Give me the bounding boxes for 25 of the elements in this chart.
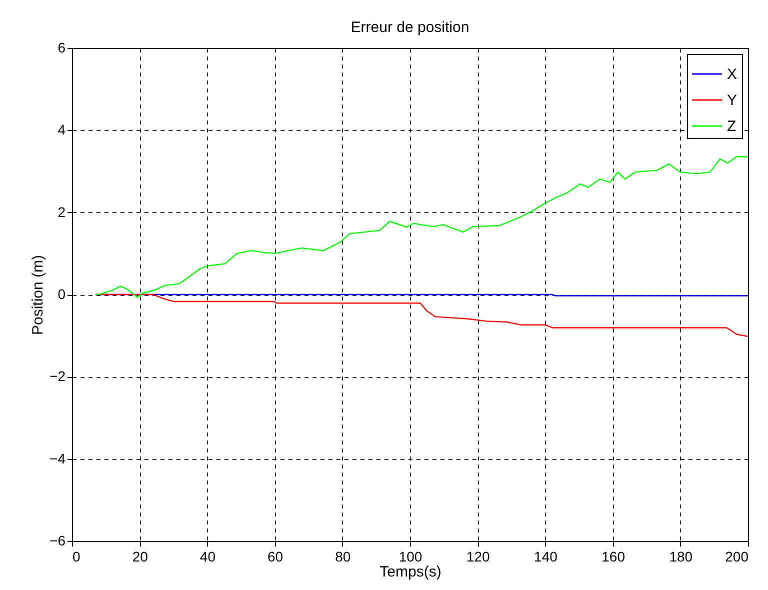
x-tick-label: 180 [669, 548, 693, 564]
y-tick-label: −2 [50, 368, 66, 384]
x-tick-label: 60 [268, 548, 284, 564]
y-tick-label: 0 [58, 286, 66, 302]
y-tick-label: −6 [50, 532, 66, 548]
legend-label: Z [727, 118, 736, 135]
x-tick-label: 140 [534, 548, 558, 564]
legend-label: Y [727, 92, 738, 109]
x-tick-label: 120 [466, 548, 490, 564]
x-axis-title: Temps(s) [380, 564, 442, 580]
x-tick-label: 0 [72, 548, 80, 564]
y-tick-label: 6 [58, 40, 66, 56]
x-tick-label: 20 [132, 548, 148, 564]
x-tick-label: 160 [602, 548, 626, 564]
x-tick-label: 80 [335, 548, 351, 564]
x-tick-label: 40 [200, 548, 216, 564]
line-series [95, 156, 748, 298]
y-tick-label: 2 [58, 204, 66, 220]
x-tick-label: 200 [725, 548, 749, 564]
x-tick-label: 100 [398, 548, 422, 564]
y-tick-label: 4 [58, 122, 66, 138]
y-tick-label: −4 [50, 450, 66, 466]
chart-title: Erreur de position [350, 19, 470, 36]
legend-label: X [727, 66, 738, 83]
y-axis-title: Position (m) [30, 254, 47, 336]
